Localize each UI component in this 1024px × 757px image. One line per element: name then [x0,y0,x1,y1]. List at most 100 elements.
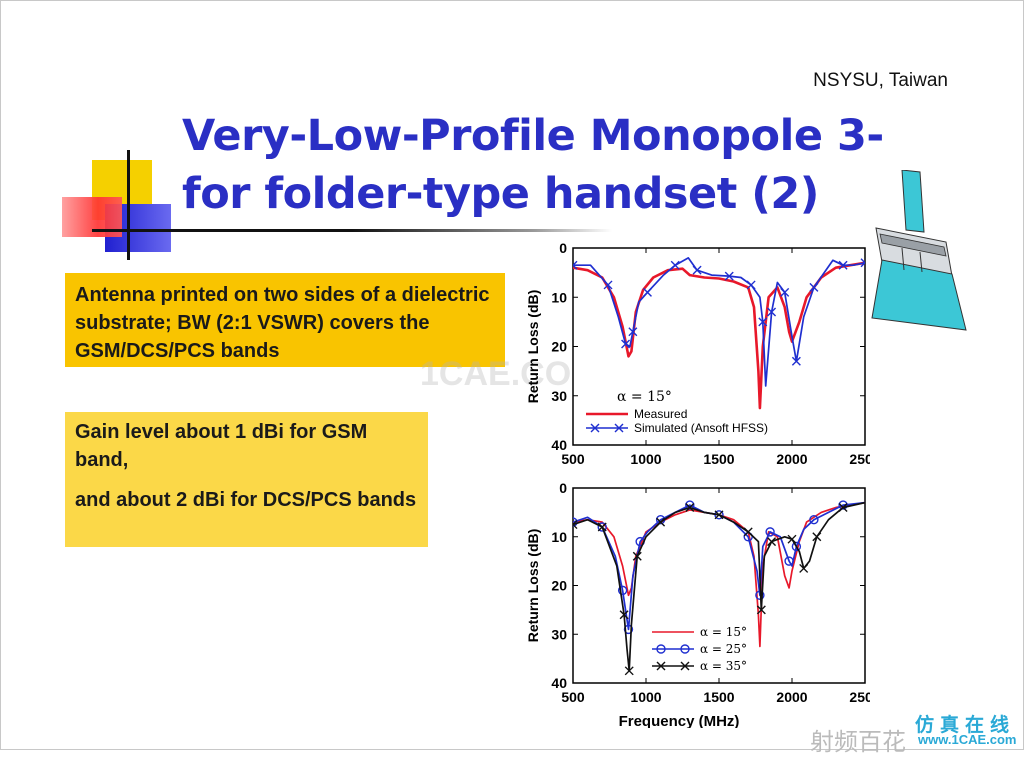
data-point-marker [765,527,775,537]
decor-horizontal-line [92,229,612,232]
data-point-marker [812,532,822,542]
marker-stroke [670,260,680,270]
data-point-marker [656,517,666,527]
data-point-marker [787,534,797,544]
legend-label: Measured [634,407,687,421]
legend-label: α = 25° [700,642,747,656]
data-point-marker [799,563,809,573]
y-tick-label: 20 [551,339,567,355]
data-point-marker [632,551,642,561]
data-point-marker [860,258,865,268]
stamp-chinese: 仿真在线 [915,715,1016,736]
marker-stroke [746,280,756,290]
marker-stroke [838,503,848,512]
marker-stroke [860,261,865,268]
data-point-marker [758,317,768,327]
title-line-1: Very-Low-Profile Monopole 3- [182,111,884,161]
x-tick-label: 1000 [630,451,661,467]
marker-stroke [573,520,578,526]
y-tick-label: 40 [551,437,567,453]
gain-line-1: Gain level about 1 dBi for GSM band, [75,421,368,471]
info-box-gain: Gain level about 1 dBi for GSM band, and… [65,412,428,547]
data-point-marker [624,666,634,676]
y-axis-label: Return Loss (dB) [525,529,541,643]
data-point-marker [746,280,756,290]
y-tick-label: 30 [551,626,567,642]
data-point-marker [573,260,578,270]
antenna-device-illustration [871,170,967,331]
series-1 [573,261,865,410]
legend-marker [656,661,666,671]
data-point-marker [809,514,819,525]
marker-stroke [632,551,642,561]
title-line-2: for folder-type handset (2) [182,169,819,219]
data-point-marker [573,517,578,527]
footer-brand: 射频百花 [810,729,906,756]
data-point-marker [724,271,734,281]
data-point-marker [714,510,724,520]
data-point-marker [603,280,613,290]
legend-marker [680,661,690,671]
y-tick-label: 40 [551,675,567,691]
y-tick-label: 0 [559,480,567,496]
data-point-marker [621,339,631,349]
data-point-marker [642,287,652,297]
data-point-marker [838,260,848,270]
y-tick-label: 10 [551,289,567,305]
legend-marker [656,644,666,654]
stamp-url: www.1CAE.com [918,732,1017,747]
data-point-marker [784,556,794,566]
marker-stroke [621,339,631,349]
marker-stroke [838,260,848,270]
info-box-antenna: Antenna printed on two sides of a dielec… [65,273,505,367]
marker-stroke [642,287,652,297]
data-point-marker [756,605,766,615]
x-tick-label: 1500 [703,689,734,705]
data-point-marker [692,265,702,275]
data-point-marker [597,522,607,532]
legend-label: α = 35° [700,659,747,673]
marker-stroke [714,510,724,520]
chart-legend: α = 15° α = 25° α = 35° [652,625,747,673]
marker-stroke [685,503,695,512]
marker-stroke [787,534,797,544]
data-point-marker [685,503,695,512]
marker-stroke [791,356,801,366]
series-line [573,261,865,410]
gain-line-2: and about 2 dBi for DCS/PCS bands [75,489,417,511]
legend-marker [680,644,690,654]
y-tick-label: 0 [559,240,567,256]
legend-marker [590,423,600,433]
y-tick-label: 20 [551,578,567,594]
series-2 [573,257,865,387]
data-point-marker [838,500,848,510]
data-point-marker [838,503,848,512]
x-tick-label: 500 [561,451,585,467]
data-point-marker [791,356,801,366]
x-axis-label: Frequency (MHz) [619,713,740,728]
marker-stroke [780,287,790,297]
legend-label: Simulated (Ansoft HFSS) [634,421,768,435]
marker-stroke [597,522,607,532]
marker-stroke [656,517,666,527]
x-tick-label: 500 [561,689,585,705]
x-tick-label: 1500 [703,451,734,467]
data-point-marker [791,541,802,552]
data-point-marker [743,527,753,537]
marker-stroke [624,666,634,676]
x-tick-label: 2000 [776,689,807,705]
data-point-marker [573,520,578,530]
series-line [573,257,865,387]
marker-stroke [692,265,702,275]
marker-stroke [756,605,766,615]
marker-stroke [573,264,578,270]
marker-stroke [724,271,734,281]
data-point-marker [670,260,680,270]
decor-vertical-line [127,150,130,260]
marker-stroke [809,282,819,292]
